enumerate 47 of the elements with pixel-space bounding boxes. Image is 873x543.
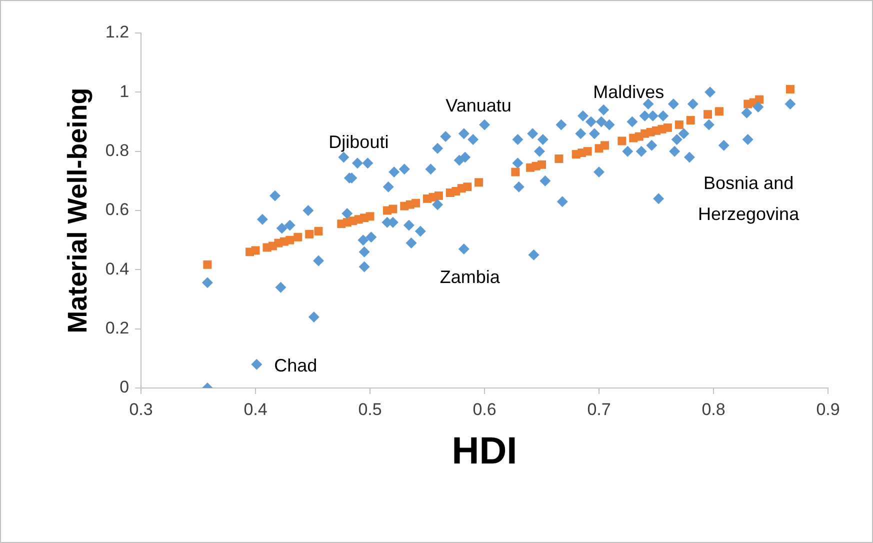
annotation: Vanuatu <box>446 96 512 116</box>
y-tick-label: 0.4 <box>105 259 130 278</box>
y-tick-label: 1 <box>120 82 130 101</box>
y-tick-label: 0.2 <box>105 318 130 338</box>
point <box>511 168 520 176</box>
point <box>686 116 695 125</box>
point <box>388 204 398 214</box>
point <box>663 123 672 132</box>
x-tick-label: 0.7 <box>587 400 611 419</box>
point <box>755 95 764 104</box>
point <box>600 141 609 150</box>
point <box>434 191 443 200</box>
annotation: Maldives <box>593 82 664 102</box>
point <box>305 230 314 238</box>
annotation: Chad <box>274 355 318 376</box>
y-tick-label: 0.6 <box>105 200 130 220</box>
point <box>674 120 684 129</box>
y-tick-label: 0 <box>120 378 130 397</box>
x-axis-title: HDI <box>452 430 518 473</box>
point <box>412 198 420 208</box>
point <box>704 110 712 119</box>
point <box>294 232 302 242</box>
y-axis-title: Material Well-being <box>62 88 93 334</box>
x-tick-label: 0.9 <box>816 400 840 419</box>
x-tick-label: 0.4 <box>244 400 268 419</box>
point <box>714 107 724 116</box>
point <box>583 147 592 156</box>
y-tick-label: 0.8 <box>105 141 130 160</box>
x-tick-label: 0.8 <box>702 400 726 419</box>
annotation: Zambia <box>440 266 501 287</box>
x-tick-label: 0.3 <box>129 400 153 419</box>
point <box>366 212 374 221</box>
point <box>314 226 323 236</box>
point <box>251 246 260 255</box>
point <box>786 84 794 94</box>
point <box>474 178 484 187</box>
y-tick-label: 1.2 <box>105 22 130 42</box>
annotation: Bosnia and Herzegovina <box>698 173 800 224</box>
point <box>463 182 472 192</box>
annotation: Djibouti <box>328 132 389 152</box>
x-tick-label: 0.5 <box>358 400 382 419</box>
point <box>618 136 626 146</box>
x-tick-label: 0.6 <box>472 400 496 419</box>
point <box>538 160 546 169</box>
point <box>554 154 564 163</box>
point <box>203 260 212 269</box>
point <box>286 236 294 244</box>
